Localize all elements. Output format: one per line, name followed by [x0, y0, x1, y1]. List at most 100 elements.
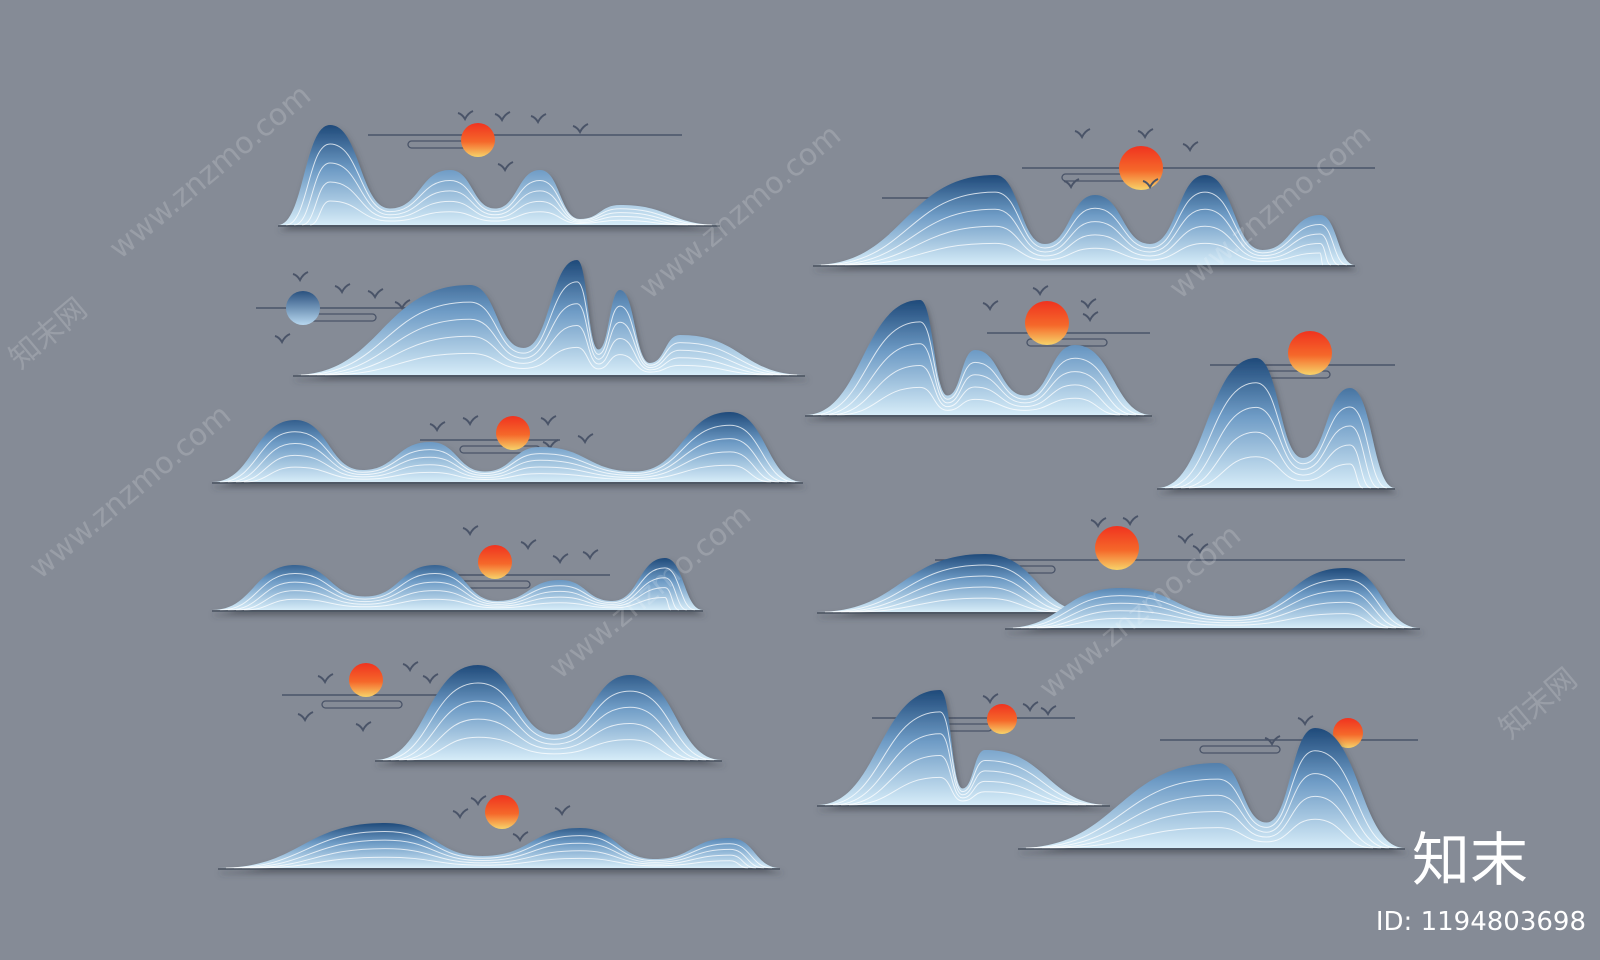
- contour-line: [1164, 382, 1388, 489]
- mountain: [1005, 568, 1420, 630]
- bird: [422, 673, 439, 685]
- image-id: ID: 1194803698: [1376, 907, 1586, 937]
- mountain: [1157, 358, 1395, 490]
- bird: [582, 549, 599, 561]
- bird: [274, 333, 291, 345]
- bird: [317, 673, 334, 685]
- mountain-body: [218, 823, 780, 868]
- bird: [1022, 701, 1039, 713]
- contour-line: [241, 848, 757, 869]
- mountain-body: [293, 260, 805, 375]
- bird: [497, 161, 514, 173]
- bird: [494, 111, 511, 123]
- contour-line: [820, 343, 1137, 416]
- bird: [1142, 178, 1159, 190]
- brand-logo: 知末: [1412, 826, 1528, 894]
- contour-line: [836, 225, 1332, 266]
- mountain: [817, 690, 1110, 807]
- sun: [349, 663, 383, 697]
- contour-line: [836, 386, 1121, 416]
- contour-line: [812, 321, 1145, 416]
- bird: [355, 721, 372, 733]
- contour-line: [840, 586, 1067, 613]
- bird: [1182, 141, 1199, 153]
- sun: [1095, 526, 1139, 570]
- bird: [1090, 517, 1107, 529]
- bird: [1192, 543, 1209, 555]
- sun: [478, 545, 512, 579]
- mountain-body: [813, 175, 1355, 265]
- sun: [485, 795, 519, 829]
- mountain: [817, 554, 1090, 614]
- bird: [462, 415, 479, 427]
- bird: [512, 831, 529, 843]
- mountain: [212, 558, 703, 612]
- watermark: 知末网: [3, 291, 94, 376]
- mountain-body: [1157, 358, 1395, 488]
- bird: [402, 661, 419, 673]
- mountain: [212, 412, 803, 484]
- contour-line: [848, 597, 1059, 613]
- mountain: [375, 665, 722, 762]
- contour-line: [1020, 590, 1405, 629]
- mountain-body: [278, 125, 720, 225]
- cloud-bar: [1026, 338, 1108, 347]
- contour-line: [824, 564, 1083, 613]
- mountain: [218, 823, 780, 870]
- bird: [292, 271, 309, 283]
- contour-line: [828, 208, 1340, 266]
- bird: [297, 711, 314, 723]
- contour-line: [243, 464, 772, 483]
- mountain-body: [817, 554, 1090, 612]
- mountain: [1018, 728, 1405, 850]
- mountain-body: [817, 690, 1110, 805]
- mountain: [813, 175, 1355, 267]
- bird: [1297, 715, 1314, 727]
- contour-line: [1025, 750, 1398, 849]
- contour-line: [828, 365, 1129, 416]
- bird: [552, 553, 569, 565]
- contour-line: [1028, 601, 1397, 629]
- bird: [520, 539, 537, 551]
- bird: [1082, 311, 1099, 323]
- contour-line: [1036, 613, 1389, 629]
- bird: [530, 113, 547, 125]
- contour-line: [832, 733, 1095, 806]
- bird: [1040, 705, 1057, 717]
- bird: [462, 525, 479, 537]
- contour-line: [1041, 795, 1382, 849]
- contour-line: [406, 736, 691, 761]
- artwork: [212, 110, 1420, 870]
- bird: [452, 808, 469, 820]
- sun: [1119, 146, 1163, 190]
- sun: [1025, 301, 1069, 345]
- bird: [1032, 285, 1049, 297]
- contour-line: [1180, 431, 1372, 489]
- bird: [394, 299, 411, 311]
- bird: [542, 439, 559, 451]
- contour-line: [1012, 578, 1413, 629]
- contour-line: [227, 577, 688, 611]
- contour-line: [235, 587, 680, 611]
- cloud-bar: [321, 700, 403, 709]
- contour-line: [233, 839, 765, 869]
- bird: [457, 110, 474, 122]
- sun: [461, 123, 495, 157]
- bird: [334, 283, 351, 295]
- mountain-body: [1005, 568, 1420, 628]
- contour-line: [293, 162, 705, 226]
- contour-line: [309, 200, 689, 226]
- contour-line: [390, 700, 707, 761]
- contour-line: [308, 303, 790, 376]
- contour-line: [824, 711, 1103, 806]
- contour-line: [300, 281, 798, 376]
- sun: [286, 291, 320, 325]
- contour-line: [301, 181, 697, 226]
- contour-line: [243, 597, 672, 611]
- contour-line: [285, 143, 713, 226]
- mountain: [293, 260, 805, 377]
- mountain-body: [1018, 728, 1405, 848]
- bird: [577, 433, 594, 445]
